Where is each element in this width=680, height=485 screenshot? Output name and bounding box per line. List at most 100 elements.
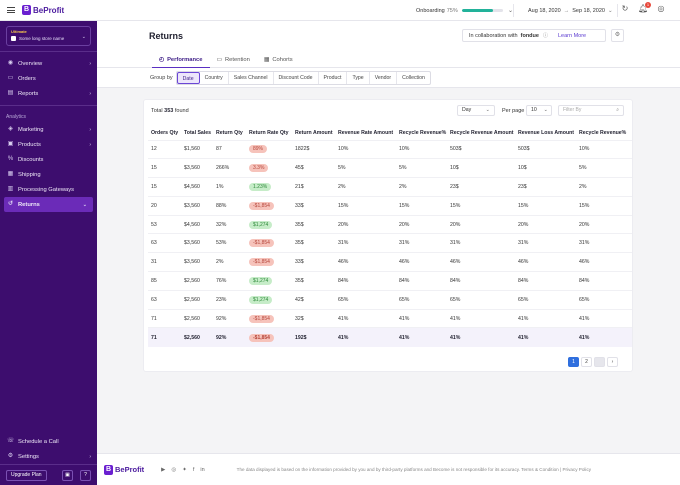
table-cell: -$1,854 bbox=[246, 308, 292, 328]
sidebar-item-processing-gateways[interactable]: ▥ Processing Gateways bbox=[0, 182, 97, 197]
facebook-icon[interactable]: f bbox=[192, 466, 195, 473]
info-icon[interactable]: ⓘ bbox=[542, 33, 548, 39]
return-rate-badge: -$1,854 bbox=[249, 201, 274, 210]
sidebar-item-products[interactable]: ▣ Products › bbox=[0, 137, 97, 152]
column-header[interactable]: Orders Qty bbox=[151, 129, 179, 136]
table-cell: 31% bbox=[396, 233, 447, 253]
store-selector[interactable]: Ultimate Some long store name ⌄ bbox=[6, 26, 91, 46]
column-header[interactable]: Return Amount bbox=[295, 129, 333, 136]
group-by-label: Group by bbox=[150, 74, 173, 81]
brand-logo[interactable]: B BeProfit bbox=[22, 5, 64, 15]
group-by-country[interactable]: Country bbox=[200, 71, 229, 84]
sidebar-item-shipping[interactable]: ▦ Shipping bbox=[0, 167, 97, 182]
sidebar-item-label: Marketing bbox=[18, 126, 44, 133]
sidebar-item-overview[interactable]: ◉ Overview › bbox=[0, 56, 97, 71]
refresh-icon[interactable]: ↻ bbox=[621, 4, 629, 13]
youtube-icon[interactable]: ▶ bbox=[161, 466, 166, 473]
help-icon[interactable]: ? bbox=[80, 469, 91, 481]
gift-icon[interactable]: ▣ bbox=[62, 469, 73, 481]
page-button[interactable]: 2 bbox=[581, 357, 592, 367]
onboarding-progress-bar bbox=[461, 9, 503, 12]
account-icon[interactable]: ◎ bbox=[657, 4, 665, 13]
twitter-icon[interactable]: ✦ bbox=[182, 466, 187, 473]
tab-label: Performance bbox=[167, 56, 203, 63]
hamburger-menu-icon[interactable] bbox=[7, 7, 15, 13]
sidebar-item-marketing[interactable]: ◈ Marketing › bbox=[0, 122, 97, 137]
table-cell: 65% bbox=[515, 289, 576, 310]
period-select[interactable]: Day ⌄ bbox=[457, 105, 495, 116]
table-cell: 84% bbox=[576, 271, 632, 291]
table-cell: 84% bbox=[396, 271, 447, 291]
group-by-discount-code[interactable]: Discount Code bbox=[274, 71, 319, 84]
group-by-type[interactable]: Type bbox=[347, 71, 370, 84]
column-header[interactable]: Recycle Revenue% bbox=[399, 129, 447, 136]
filter-input[interactable]: Filter By ⌕ bbox=[558, 105, 624, 116]
table-header-row: Orders Qty Total Sales Return Qty Return Ra… bbox=[148, 126, 632, 140]
column-header[interactable]: Recycle Revenue% bbox=[579, 129, 627, 136]
sidebar-item-returns[interactable]: ↺ Returns ⌄ bbox=[4, 197, 93, 212]
table-cell: 92% bbox=[213, 308, 246, 328]
tab-retention[interactable]: ▭ Retention bbox=[210, 52, 257, 68]
table-cell: 1822$ bbox=[292, 139, 335, 159]
page-button[interactable]: 1 bbox=[568, 357, 579, 367]
date-range-picker[interactable]: Aug 18, 2020 → Sep 18, 2020 ⌄ bbox=[522, 4, 618, 17]
column-header[interactable]: Revenue Rate Amount bbox=[338, 129, 394, 136]
sidebar-item-orders[interactable]: ▭ Orders bbox=[0, 71, 97, 86]
chevron-right-icon: › bbox=[89, 126, 91, 133]
table-cell: 23$ bbox=[515, 177, 576, 197]
column-header[interactable]: Total Sales bbox=[184, 129, 212, 136]
retention-icon: ▭ bbox=[216, 57, 222, 63]
tab-cohorts[interactable]: ▦ Cohorts bbox=[257, 52, 300, 68]
group-by-collection[interactable]: Collection bbox=[402, 74, 425, 81]
settings-icon[interactable]: ⚙ bbox=[611, 29, 624, 42]
table-cell: $3,560 bbox=[181, 195, 213, 216]
total-suffix: found bbox=[174, 108, 189, 114]
return-rate-badge: $1,274 bbox=[249, 295, 273, 304]
upgrade-plan-button[interactable]: Upgrade Plan bbox=[6, 469, 47, 481]
table-cell: 65% bbox=[396, 289, 447, 310]
store-plan: Ultimate bbox=[11, 29, 27, 34]
table-cell: 41% bbox=[447, 327, 515, 347]
chevron-right-icon: › bbox=[89, 453, 91, 460]
learn-more-link[interactable]: Learn More bbox=[557, 32, 587, 39]
phone-icon: ☏ bbox=[7, 438, 15, 444]
group-by-product[interactable]: Product bbox=[319, 71, 348, 84]
group-by-date[interactable]: Date bbox=[176, 71, 200, 84]
column-header[interactable]: Revenue Loss Amount bbox=[518, 129, 575, 136]
chevron-right-icon: › bbox=[89, 141, 91, 148]
table-cell: 31% bbox=[515, 233, 576, 253]
table-cell: 20% bbox=[396, 214, 447, 234]
tab-performance[interactable]: ◴ Performance bbox=[152, 52, 210, 68]
return-rate-badge: 89% bbox=[249, 145, 268, 154]
table-cell: $4,560 bbox=[181, 177, 213, 197]
table-cell: 46% bbox=[447, 252, 515, 272]
group-by-vendor[interactable]: Vendor bbox=[370, 71, 398, 84]
sidebar-item-discounts[interactable]: % Discounts bbox=[0, 152, 97, 167]
table-cell: 503$ bbox=[447, 139, 515, 159]
table-cell: $2,560 bbox=[181, 308, 213, 328]
returns-table-card: Total 353 found Day ⌄ Per page 10 ⌄ Filt… bbox=[144, 100, 632, 371]
brand-name: BeProfit bbox=[33, 5, 65, 15]
sidebar-item-reports[interactable]: ▤ Reports › bbox=[0, 86, 97, 101]
notification-badge: 1 bbox=[645, 2, 651, 8]
table-cell: 92% bbox=[213, 327, 246, 347]
chevron-down-icon[interactable]: ⌄ bbox=[507, 8, 513, 14]
next-page-button[interactable]: › bbox=[607, 357, 618, 367]
table-cell: 20% bbox=[335, 214, 396, 234]
tab-label: Cohorts bbox=[272, 57, 293, 63]
linkedin-icon[interactable]: in bbox=[200, 466, 205, 473]
onboarding-progress[interactable]: Onboarding 75% ⌄ bbox=[410, 4, 514, 17]
group-by-sales-channel[interactable]: Sales Channel bbox=[229, 71, 274, 84]
table-cell: $3,560 bbox=[181, 252, 213, 272]
sidebar-item-schedule-a-call[interactable]: ☏ Schedule a Call bbox=[0, 434, 97, 449]
column-header[interactable]: Return Rate Qty bbox=[249, 129, 289, 136]
gateways-icon: ▥ bbox=[7, 186, 14, 192]
table-cell: 41% bbox=[396, 308, 447, 328]
notifications-icon[interactable]: 🔔︎ 1 bbox=[638, 2, 651, 13]
per-page-select[interactable]: 10 ⌄ bbox=[526, 105, 552, 116]
top-bar: B BeProfit Onboarding 75% ⌄ Aug 18, 2020… bbox=[0, 0, 680, 21]
column-header[interactable]: Return Qty bbox=[216, 129, 243, 136]
sidebar-item-settings[interactable]: ⚙ Settings › bbox=[0, 449, 97, 464]
column-header[interactable]: Recycle Revenue Amount bbox=[450, 129, 514, 136]
instagram-icon[interactable]: ◎ bbox=[171, 466, 177, 473]
